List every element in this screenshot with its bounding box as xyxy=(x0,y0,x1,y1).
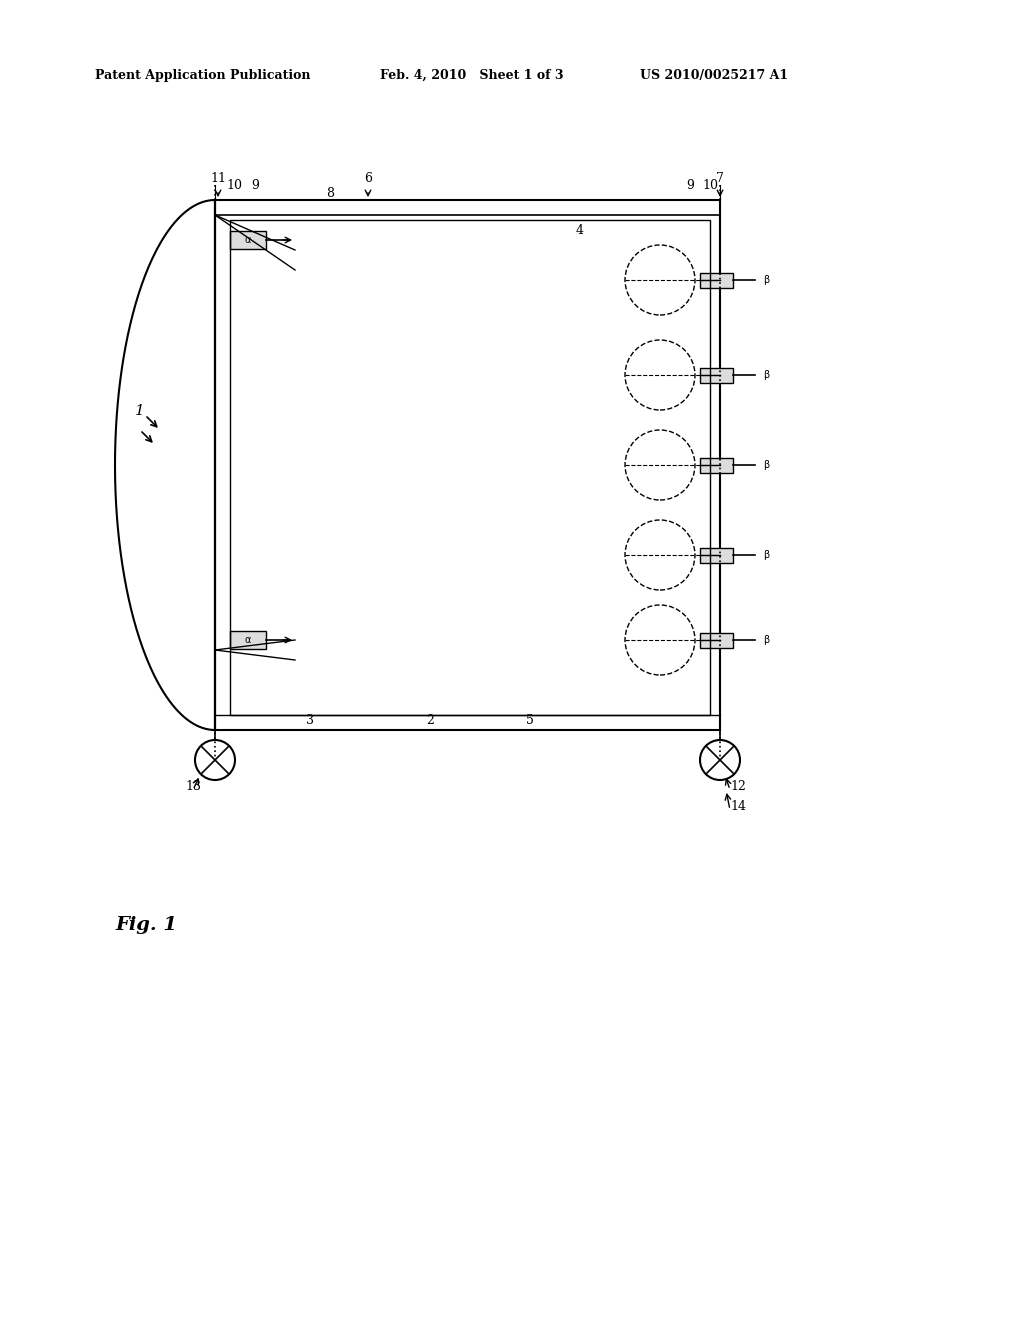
Text: 5: 5 xyxy=(526,714,534,726)
Text: 6: 6 xyxy=(364,172,372,185)
Text: 9: 9 xyxy=(686,180,694,191)
Text: 3: 3 xyxy=(306,714,314,726)
Text: β: β xyxy=(763,275,769,285)
Text: α: α xyxy=(245,635,251,645)
Text: 10: 10 xyxy=(226,180,242,191)
Polygon shape xyxy=(700,458,733,473)
Polygon shape xyxy=(700,632,733,648)
Text: α: α xyxy=(245,235,251,246)
Text: β: β xyxy=(763,370,769,380)
Polygon shape xyxy=(700,272,733,288)
Text: 8: 8 xyxy=(326,187,334,201)
Text: 2: 2 xyxy=(426,714,434,726)
Text: Patent Application Publication: Patent Application Publication xyxy=(95,69,310,82)
Polygon shape xyxy=(230,231,266,249)
Text: 11: 11 xyxy=(210,172,226,185)
Text: US 2010/0025217 A1: US 2010/0025217 A1 xyxy=(640,69,788,82)
Text: 4: 4 xyxy=(575,223,584,236)
Text: 7: 7 xyxy=(716,172,724,185)
Text: 1: 1 xyxy=(135,404,144,418)
Polygon shape xyxy=(700,367,733,383)
Text: 14: 14 xyxy=(730,800,746,813)
Polygon shape xyxy=(700,548,733,562)
Text: β: β xyxy=(763,550,769,560)
Polygon shape xyxy=(230,631,266,649)
Text: β: β xyxy=(763,635,769,645)
Text: β: β xyxy=(763,459,769,470)
Text: Fig. 1: Fig. 1 xyxy=(115,916,177,935)
Text: 12: 12 xyxy=(730,780,745,793)
Text: 9: 9 xyxy=(251,180,259,191)
Text: 10: 10 xyxy=(702,180,718,191)
Text: 13: 13 xyxy=(185,780,201,793)
Text: Feb. 4, 2010   Sheet 1 of 3: Feb. 4, 2010 Sheet 1 of 3 xyxy=(380,69,563,82)
